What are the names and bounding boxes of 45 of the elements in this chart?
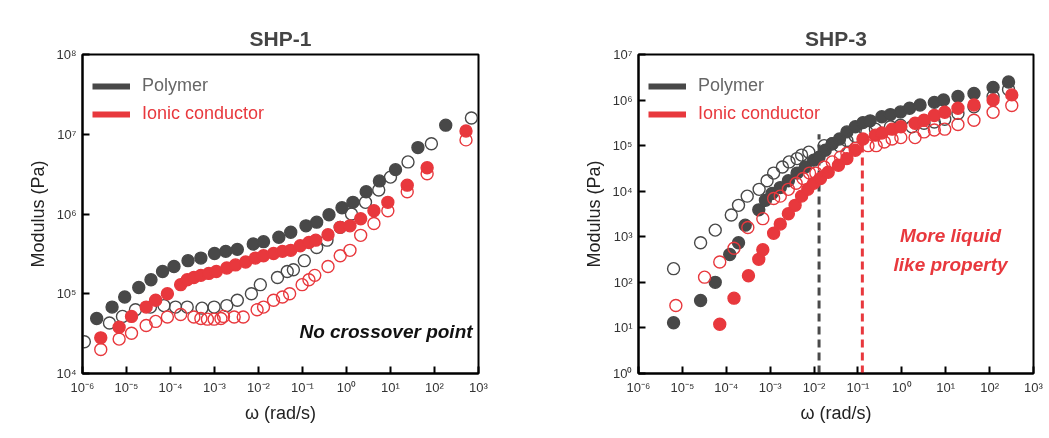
x-tick-label: 10⁰ [892, 379, 912, 395]
x-tick-label: 10⁻³ [203, 379, 227, 395]
x-axis-title: ω (rad/s) [244, 402, 317, 423]
y-tick-label: 10⁵ [612, 138, 633, 154]
y-tick-label: 10⁶ [56, 206, 77, 222]
legend-label: Ionic conductor [142, 103, 265, 124]
y-axis-title: Modulus (Pa) [584, 160, 605, 268]
x-tick-label: 10¹ [936, 379, 956, 395]
x-tick-label: 10⁻⁵ [670, 379, 695, 395]
x-axis-title: ω (rad/s) [800, 402, 872, 423]
x-tick-label: 10¹ [381, 379, 401, 395]
x-tick-label: 10⁻⁴ [714, 379, 739, 395]
legend-label: Polymer [142, 75, 209, 96]
y-tick-label: 10⁵ [56, 286, 77, 302]
y-tick-label: 10⁴ [56, 366, 77, 381]
x-tick-label: 10⁻⁴ [158, 379, 183, 395]
x-tick-label: 10² [980, 379, 1000, 395]
y-tick-label: 10² [613, 274, 634, 290]
x-tick-label: 10⁰ [336, 379, 357, 395]
chart-title: SHP-1 [249, 26, 312, 50]
legend-label: Polymer [698, 75, 765, 96]
y-tick-label: 10⁸ [56, 47, 77, 62]
chart-title: SHP-3 [805, 26, 867, 50]
legend-label: Ionic conductor [698, 103, 821, 124]
x-tick-label: 10⁻³ [758, 379, 783, 395]
x-tick-label: 10⁻¹ [291, 379, 315, 395]
x-tick-label: 10⁻¹ [846, 379, 871, 395]
x-tick-label: 10⁻² [802, 379, 827, 395]
y-tick-label: 10⁷ [613, 47, 633, 62]
x-tick-label: 10³ [469, 379, 489, 395]
x-tick-label: 10⁻² [247, 379, 271, 395]
y-tick-label: 10⁴ [612, 183, 633, 199]
y-tick-label: 10¹ [613, 320, 634, 336]
y-tick-label: 10⁶ [612, 92, 633, 108]
y-tick-label: 10⁰ [613, 366, 633, 381]
y-axis-title: Modulus (Pa) [28, 160, 49, 268]
x-tick-label: 10⁻⁶ [70, 379, 95, 395]
y-tick-label: 10³ [613, 229, 634, 245]
annotation: More liquid like property [893, 225, 1009, 275]
x-tick-label: 10⁻⁵ [114, 379, 139, 395]
y-tick-label: 10⁷ [57, 126, 77, 142]
annotation: No crossover point [299, 320, 474, 342]
x-tick-label: 10² [425, 379, 445, 395]
x-tick-label: 10⁻⁶ [626, 379, 651, 395]
x-tick-label: 10³ [1024, 379, 1044, 395]
